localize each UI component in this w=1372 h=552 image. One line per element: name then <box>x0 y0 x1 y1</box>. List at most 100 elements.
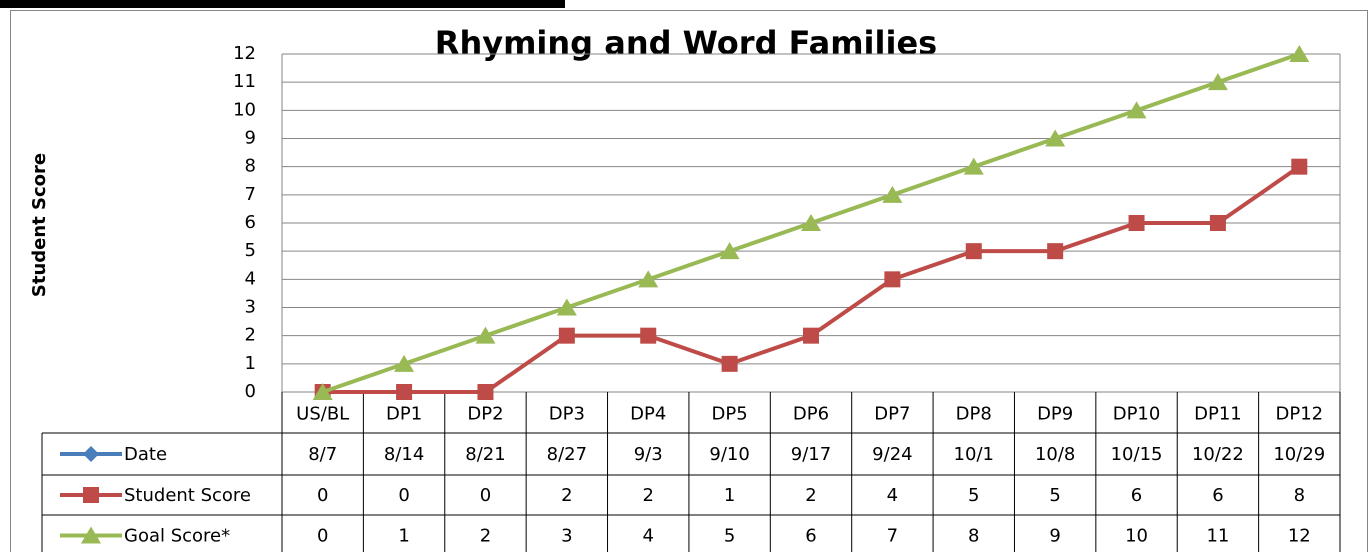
table-cell: 8/27 <box>547 444 587 465</box>
legend-marker <box>83 446 99 462</box>
table-cell: 9/10 <box>709 444 749 465</box>
data-point <box>475 326 496 344</box>
y-tick-label: 2 <box>245 325 256 346</box>
table-cell: 9/24 <box>872 444 912 465</box>
data-point <box>396 384 413 400</box>
table-cell: 0 <box>317 485 328 506</box>
table-cell: 0 <box>480 485 491 506</box>
chart-title: Rhyming and Word Families <box>435 24 937 62</box>
table-cell: 10/8 <box>1035 444 1075 465</box>
data-point <box>719 242 740 260</box>
table-cell: 2 <box>561 485 572 506</box>
category-label: DP5 <box>712 404 748 425</box>
table-cell: 10/22 <box>1192 444 1244 465</box>
category-label: DP1 <box>386 404 422 425</box>
table-cell: 9/3 <box>634 444 663 465</box>
legend-marker <box>83 487 99 503</box>
table-cell: 8/21 <box>465 444 505 465</box>
table-cell: 10/15 <box>1111 444 1163 465</box>
category-label: US/BL <box>296 404 349 425</box>
table-cell: 9 <box>1049 526 1060 547</box>
category-label: DP9 <box>1037 404 1073 425</box>
table-cell: 2 <box>643 485 654 506</box>
table-cell: 4 <box>643 526 654 547</box>
data-point <box>1045 129 1066 147</box>
table-cell: 1 <box>724 485 735 506</box>
y-tick-label: 5 <box>245 240 256 261</box>
top-bar <box>0 0 565 8</box>
data-point <box>1291 158 1308 175</box>
data-point <box>477 384 494 400</box>
table-cell: 10 <box>1125 526 1148 547</box>
data-point <box>884 271 901 288</box>
y-tick-label: 10 <box>233 99 256 120</box>
table-cell: 8 <box>1294 485 1305 506</box>
data-point <box>1289 45 1310 62</box>
category-label: DP10 <box>1113 404 1161 425</box>
table-cell: 0 <box>317 526 328 547</box>
y-axis-label: Student Score <box>29 153 50 297</box>
category-label: DP11 <box>1194 404 1242 425</box>
y-tick-label: 8 <box>245 156 256 177</box>
table-cell: 5 <box>1049 485 1060 506</box>
table-cell: 3 <box>561 526 572 547</box>
y-tick-label: 3 <box>245 297 256 318</box>
table-cell: 5 <box>724 526 735 547</box>
data-point <box>556 298 577 316</box>
data-point <box>638 270 659 288</box>
table-cell: 1 <box>398 526 409 547</box>
y-tick-label: 9 <box>245 128 256 149</box>
data-point <box>640 327 657 344</box>
data-point <box>394 354 415 372</box>
category-label: DP4 <box>630 404 666 425</box>
category-label: DP2 <box>467 404 503 425</box>
y-tick-label: 6 <box>245 212 256 233</box>
data-point <box>1207 73 1228 91</box>
y-tick-label: 11 <box>233 71 256 92</box>
table-cell: 2 <box>805 485 816 506</box>
data-point <box>1047 243 1064 260</box>
legend-label: Date <box>124 444 167 465</box>
table-cell: 6 <box>805 526 816 547</box>
data-point <box>965 243 982 260</box>
category-label: DP6 <box>793 404 829 425</box>
table-cell: 9/17 <box>791 444 831 465</box>
y-tick-label: 12 <box>233 43 256 64</box>
data-point <box>1209 215 1226 231</box>
data-point <box>558 327 575 344</box>
table-cell: 12 <box>1288 526 1311 547</box>
data-point <box>801 214 821 231</box>
category-label: DP8 <box>956 404 992 425</box>
data-point <box>803 327 819 344</box>
category-label: DP12 <box>1275 404 1323 425</box>
table-cell: 4 <box>887 485 898 506</box>
table-cell: 6 <box>1131 485 1142 506</box>
y-tick-label: 4 <box>245 268 256 289</box>
data-point <box>1126 101 1147 119</box>
table-cell: 8/14 <box>384 444 424 465</box>
data-point <box>312 383 333 400</box>
table-cell: 6 <box>1212 485 1223 506</box>
table-cell: 10/1 <box>954 444 994 465</box>
y-tick-label: 7 <box>245 184 256 205</box>
table-cell: 10/29 <box>1273 444 1325 465</box>
table-cell: 7 <box>887 526 898 547</box>
legend-label: Goal Score* <box>124 526 230 547</box>
data-point <box>882 185 903 203</box>
table-cell: 8/7 <box>308 444 337 465</box>
y-tick-label: 0 <box>245 381 256 402</box>
data-point <box>1128 215 1145 231</box>
table-cell: 8 <box>968 526 979 547</box>
data-point <box>721 355 738 372</box>
category-label: DP3 <box>549 404 585 425</box>
category-label: DP7 <box>874 404 910 425</box>
data-point <box>963 157 984 175</box>
table-cell: 11 <box>1206 526 1229 547</box>
legend-marker <box>81 526 101 544</box>
y-tick-label: 1 <box>245 353 256 374</box>
legend-label: Student Score <box>124 485 251 506</box>
table-cell: 2 <box>480 526 491 547</box>
table-cell: 5 <box>968 485 979 506</box>
table-cell: 0 <box>398 485 409 506</box>
